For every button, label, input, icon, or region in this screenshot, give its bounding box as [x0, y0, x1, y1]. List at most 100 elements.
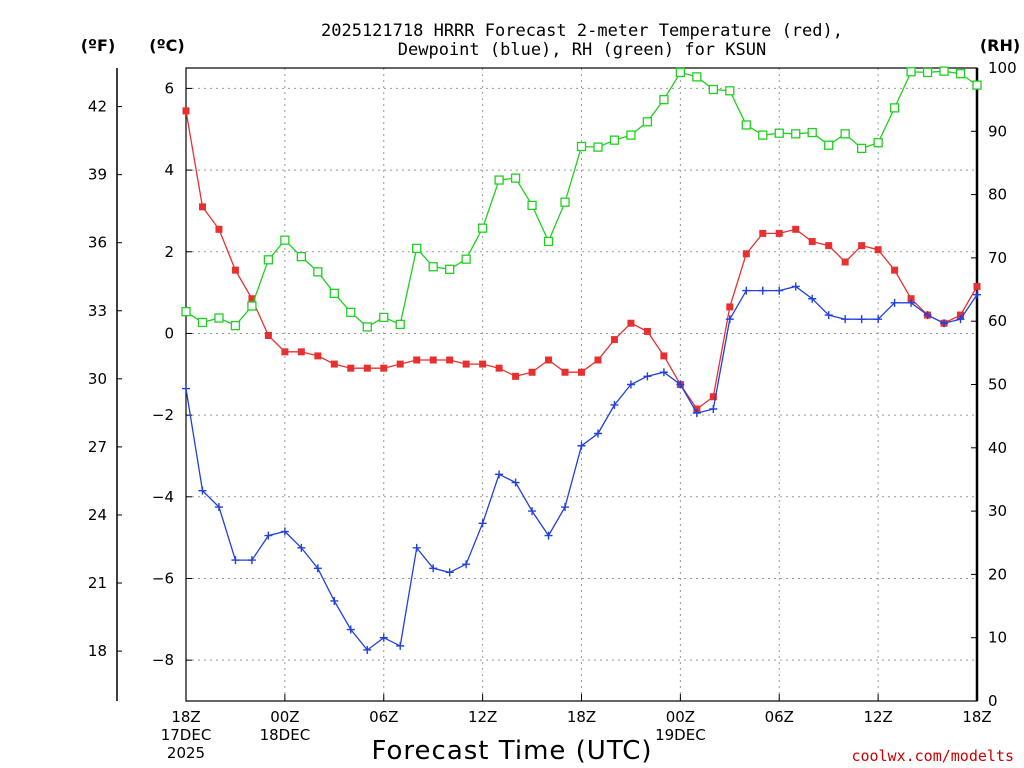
2-meter-temperature-point — [957, 311, 965, 319]
2-meter-temperature-point — [907, 295, 915, 303]
dewpoint-point — [313, 564, 322, 573]
x-tick-label: 00Z — [270, 708, 299, 726]
dewpoint-point — [363, 645, 372, 654]
dewpoint-point — [907, 298, 916, 307]
rh-point — [626, 130, 636, 140]
rh-unit-label: (RH) — [980, 36, 1020, 55]
x-tick-label: 12Z — [863, 708, 892, 726]
rh-point — [461, 254, 471, 264]
2-meter-temperature-point — [231, 266, 239, 274]
2-meter-temperature-point — [429, 356, 437, 364]
dewpoint-point — [659, 368, 668, 377]
dewpoint-point — [247, 556, 256, 565]
rh-point — [197, 317, 208, 328]
dewpoint-point — [511, 478, 520, 487]
dewpoint-point — [824, 311, 833, 320]
rh-point — [675, 67, 686, 78]
celsius-unit-label: (ºC) — [149, 36, 184, 55]
celsius-tick-label: 6 — [164, 79, 174, 97]
x-tick-label: 18DEC — [260, 726, 311, 744]
celsius-tick-label: 0 — [164, 324, 174, 342]
rh-point — [181, 307, 191, 317]
fahrenheit-tick-label: 21 — [88, 574, 107, 592]
2-meter-temperature-point — [512, 372, 520, 380]
rh-point — [840, 129, 850, 139]
rh-point — [807, 127, 817, 138]
dewpoint-point — [643, 372, 652, 381]
x-tick-label: 17DEC — [161, 726, 212, 744]
2-meter-temperature-point — [627, 319, 635, 327]
dewpoint-point — [478, 519, 487, 528]
2-meter-temperature-point — [545, 356, 553, 364]
2-meter-temperature-point — [841, 258, 849, 266]
2-meter-temperature-point — [610, 336, 618, 344]
2-meter-temperature-point — [808, 238, 816, 246]
2-meter-temperature-point — [182, 107, 190, 115]
rh-point — [346, 307, 356, 317]
dewpoint-point — [791, 282, 800, 291]
dewpoint-point — [462, 560, 471, 569]
rh-tick-label: 10 — [988, 629, 1007, 647]
fahrenheit-tick-label: 39 — [88, 166, 107, 184]
rh-point — [379, 312, 389, 323]
2-meter-temperature-point — [495, 364, 503, 372]
dewpoint-point — [923, 311, 932, 320]
dewpoint-point — [775, 286, 784, 295]
data-series — [181, 66, 982, 654]
rh-point — [494, 175, 504, 185]
rh-point — [362, 322, 372, 332]
x-tick-label: 18Z — [171, 708, 200, 726]
rh-point — [576, 141, 587, 152]
dewpoint-point — [857, 315, 866, 324]
dewpoint-point — [692, 409, 701, 418]
2-meter-temperature-point — [248, 295, 256, 303]
celsius-tick-label: 4 — [164, 161, 174, 179]
dewpoint-point — [758, 286, 767, 295]
rh-point — [708, 84, 718, 95]
2-meter-temperature-point — [396, 360, 404, 368]
rh-point — [214, 313, 224, 323]
dewpoint-point — [396, 641, 405, 650]
dewpoint-point — [379, 633, 388, 642]
dewpoint-point — [742, 286, 751, 295]
fahrenheit-tick-label: 36 — [88, 234, 107, 252]
rh-tick-label: 30 — [988, 502, 1007, 520]
rh-point — [445, 264, 455, 274]
dewpoint-point — [940, 319, 949, 328]
2-meter-temperature-point — [281, 348, 289, 356]
dewpoint-point — [874, 315, 883, 324]
rh-point — [824, 140, 834, 150]
rh-point — [428, 262, 438, 272]
2-meter-temperature-point — [759, 229, 767, 237]
rh-point — [774, 128, 784, 138]
2-meter-temperature-point — [314, 352, 322, 360]
dewpoint-point — [231, 556, 240, 565]
2-meter-temperature-point — [297, 348, 305, 356]
rh-point — [791, 129, 801, 139]
2-meter-temperature-point — [198, 203, 206, 211]
x-axis-label: Forecast Time (UTC) — [371, 736, 652, 766]
2-meter-temperature-point — [693, 405, 701, 413]
rh-point — [922, 67, 933, 78]
rh-point — [856, 143, 867, 154]
rh-point — [955, 69, 966, 79]
rh-point — [593, 142, 603, 152]
dewpoint-point — [577, 441, 586, 450]
fahrenheit-tick-label: 30 — [88, 370, 107, 388]
credit-text: coolwx.com/modelts — [851, 747, 1014, 765]
2-meter-temperature-point — [874, 246, 882, 254]
dewpoint-point — [890, 298, 899, 307]
2-meter-temperature-point — [792, 225, 800, 233]
x-tick-label: 06Z — [765, 708, 794, 726]
dewpoint-point — [626, 380, 635, 389]
chart-title-line-2: Dewpoint (blue), RH (green) for KSUN — [398, 40, 766, 60]
dewpoint-point — [280, 527, 289, 536]
dewpoint-point — [973, 290, 981, 299]
dewpoint-point — [445, 568, 454, 577]
rh-point — [412, 243, 422, 254]
rh-point — [939, 66, 949, 76]
2-meter-temperature-point — [363, 364, 371, 372]
rh-point — [477, 223, 488, 233]
celsius-tick-label: −4 — [152, 488, 174, 506]
